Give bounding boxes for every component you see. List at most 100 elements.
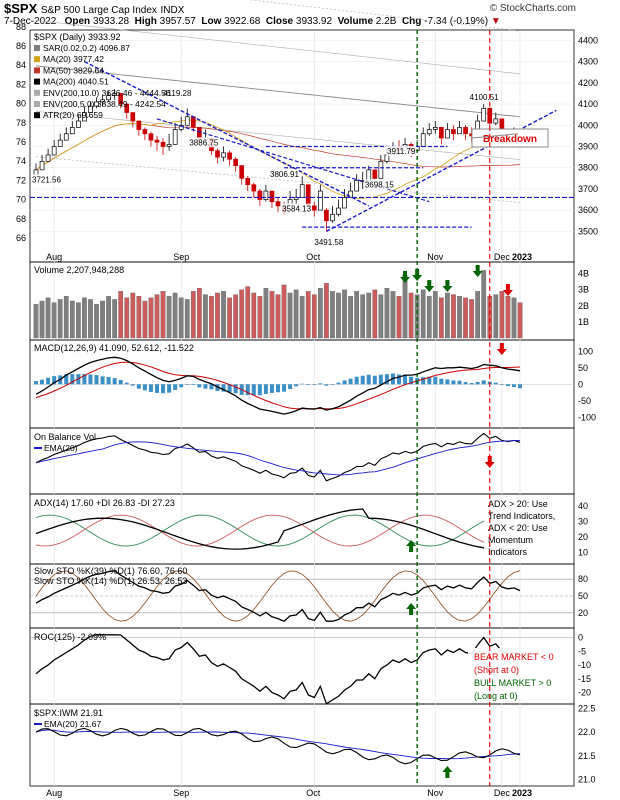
volume-bar	[438, 297, 444, 339]
macd-histogram-bar	[100, 376, 105, 385]
legend-swatch	[34, 56, 40, 63]
candle-body	[263, 190, 269, 200]
macd-histogram-bar	[203, 384, 208, 389]
candle-body	[227, 152, 232, 160]
macd-y-tick-label: 100	[578, 346, 593, 356]
ratio-x-tick-label: 2023	[512, 788, 532, 798]
macd-histogram-bar	[342, 380, 347, 385]
price-y-tick-label: 3900	[578, 141, 598, 151]
volume-label: Volume	[337, 16, 374, 27]
volume-bar	[463, 297, 468, 339]
candle-body	[82, 112, 87, 122]
candle-body	[251, 184, 257, 192]
macd-histogram-bar	[124, 382, 129, 385]
candle-body	[342, 197, 347, 209]
volume-y-tick-label: 3B	[578, 285, 589, 295]
price-y-tick-label: 4300	[578, 57, 598, 67]
roc-y-tick-label: -15	[578, 674, 591, 684]
price-legend-entry: ENV(200,10.0) 3636.46 - 4444.56	[43, 88, 171, 98]
candle-body	[136, 120, 142, 130]
volume-bar	[475, 291, 481, 339]
ratio-y-tick-label: 21.0	[578, 775, 596, 785]
price-annotation: 3491.58	[314, 238, 343, 247]
candle-body	[100, 99, 105, 103]
index-name: S&P 500 Large Cap Index	[40, 5, 157, 16]
volume-bar	[88, 299, 93, 339]
ratio-legend-entry: EMA(20) 21.67	[44, 719, 101, 729]
volume-bar	[420, 289, 426, 339]
legend-swatch	[34, 112, 40, 119]
macd-histogram-bar	[439, 378, 444, 385]
candle-body	[330, 214, 335, 222]
volume-bar	[196, 287, 202, 339]
price-annotation: 4119.28	[163, 89, 192, 98]
volume-bar	[184, 299, 190, 339]
callout-pointer	[471, 133, 518, 139]
volume-bar	[203, 294, 208, 339]
adx-note-line: Indicators	[488, 547, 528, 557]
annotation-bg	[31, 174, 61, 185]
adx-note-line: ADX > 20: Use	[488, 499, 548, 509]
price-x-tick-label: Sep	[173, 252, 189, 262]
candle-body	[463, 127, 468, 135]
price-legend-entry: ENV(200,5.0) 3838.49 - 4242.54	[43, 99, 166, 109]
macd-y-tick-label: -50	[578, 396, 591, 406]
ratio-x-tick-label: Nov	[427, 788, 444, 798]
volume-y-tick-label: 2B	[578, 301, 589, 311]
volume-bar	[257, 296, 263, 339]
macd-histogram-bar	[433, 376, 438, 385]
adx-note-line: Momentum	[488, 535, 533, 545]
open-value: 3933.28	[92, 16, 130, 27]
macd-line	[35, 356, 521, 415]
macd-histogram-bar	[403, 374, 408, 385]
legend-swatch	[34, 101, 40, 107]
candle-body	[245, 177, 251, 186]
adx-y-tick-label: 20	[578, 532, 588, 542]
price-legend-entry: ATR(20) 69.659	[43, 110, 103, 120]
price-y-tick-label: 3700	[578, 184, 598, 194]
env5-lower-line	[35, 111, 521, 160]
adx-note-bg	[484, 496, 572, 562]
env10-lower-line	[35, 156, 521, 203]
volume-bar	[408, 292, 414, 339]
candle-body	[190, 116, 196, 128]
macd-histogram-bar	[300, 383, 305, 385]
macd-y-tick-label: 50	[578, 363, 588, 373]
volume-bar	[426, 296, 432, 339]
macd-histogram-bar	[421, 377, 426, 385]
candle-body	[324, 209, 329, 222]
ratio-ema-line	[35, 729, 521, 760]
adx-y-tick-label: 30	[578, 516, 588, 526]
macd-histogram-bar	[112, 378, 117, 385]
macd-y-tick-label: -100	[578, 412, 596, 422]
price-x-tick-label: 2023	[512, 252, 532, 262]
stoch-title-2: Slow STO %K(14) %D(1) 26.53, 26.53	[34, 576, 187, 586]
volume-bar	[275, 294, 281, 339]
candle-body	[299, 184, 305, 198]
roc-y-tick-label: 0	[578, 633, 583, 643]
chg-value: -7.34 (-0.19%)	[424, 16, 489, 27]
volume-bar	[190, 291, 196, 339]
macd-histogram-bar	[148, 384, 153, 392]
low-label: Low	[201, 16, 222, 27]
volume-y-tick-label: 1B	[578, 317, 589, 327]
candle-body	[269, 190, 275, 203]
macd-histogram-bar	[409, 376, 414, 385]
macd-histogram-bar	[106, 377, 111, 385]
annotation-bg	[386, 145, 416, 156]
volume-bar	[63, 296, 69, 339]
obv-legend-entry: EMA(20)	[44, 443, 78, 453]
roc-title: ROC(125) -2.09%	[34, 632, 106, 642]
roc-y-tick-label: -10	[578, 660, 591, 670]
volume-bar	[245, 286, 251, 339]
candle-body	[366, 169, 372, 181]
volume-y-tick-label: 4B	[578, 269, 589, 279]
atr-y-tick-label: 74	[16, 156, 26, 166]
candle-body	[51, 146, 57, 156]
legend-swatch	[34, 89, 40, 96]
chg-label: Chg	[401, 16, 422, 27]
macd-histogram-bar	[257, 384, 262, 396]
exchange: INDX	[160, 5, 185, 16]
volume-value: 2.2B	[375, 16, 397, 27]
macd-histogram-bar	[288, 384, 293, 389]
